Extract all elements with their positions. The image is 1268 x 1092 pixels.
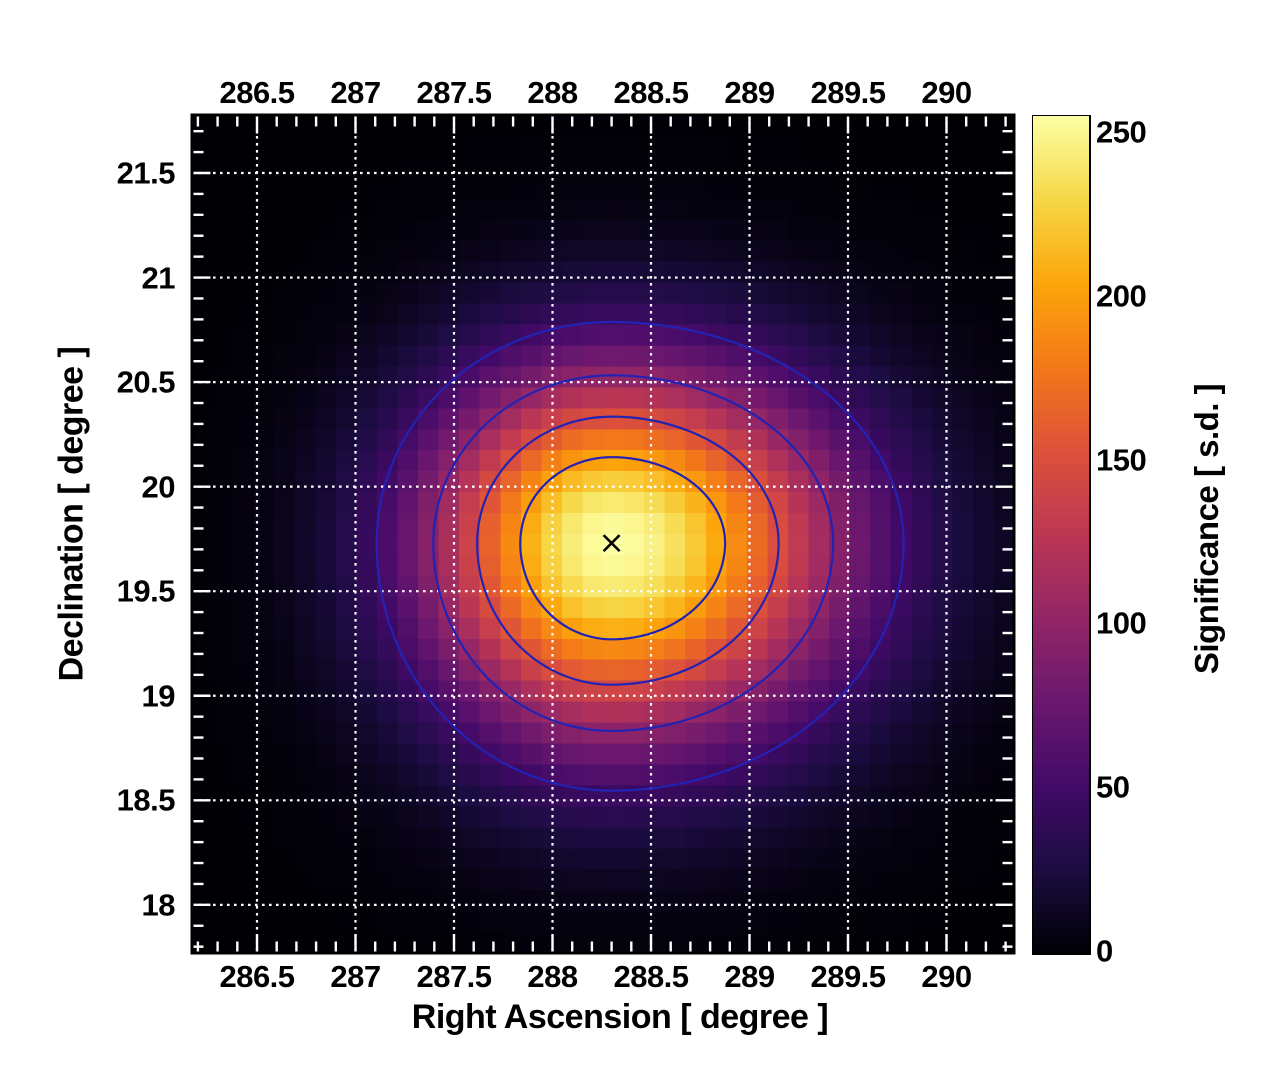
x-axis-top-tick-label: 288.5: [613, 75, 689, 110]
x-axis-bottom-tick-label: 288.5: [613, 959, 689, 994]
y-axis-tick-label: 20: [141, 469, 176, 505]
x-axis-top-tick-label: 290: [921, 75, 972, 110]
x-axis-bottom-tick-label: 289.5: [810, 959, 886, 994]
y-axis-tick-label: 19.5: [116, 573, 176, 609]
x-axis-top-tick-label: 288: [527, 75, 578, 110]
y-axis-title: Declination [ degree ]: [52, 346, 91, 682]
y-axis-tick-label: 18: [141, 887, 176, 923]
x-axis-bottom-tick-label: 290: [921, 959, 972, 994]
y-axis-tick-label: 20.5: [116, 364, 176, 400]
x-axis-top-tick-label: 286.5: [219, 75, 295, 110]
colorbar-tick-label: 150: [1096, 442, 1147, 478]
x-axis-bottom-tick-label: 289: [724, 959, 775, 994]
x-axis-top-tick-label: 287.5: [416, 75, 492, 110]
x-axis-bottom-tick-label: 287: [330, 959, 381, 994]
x-axis-bottom-tick-label: 286.5: [219, 959, 295, 994]
x-axis-bottom-tick-label: 287.5: [416, 959, 492, 994]
significance-heatmap: [192, 115, 1014, 953]
x-axis-top-tick-label: 289.5: [810, 75, 886, 110]
colorbar-gradient: [1032, 115, 1091, 955]
colorbar-tick-label: 250: [1096, 114, 1147, 150]
y-axis-tick-label: 18.5: [116, 782, 176, 818]
x-axis-top-tick-label: 289: [724, 75, 775, 110]
colorbar-tick-label: 50: [1096, 769, 1130, 805]
colorbar-tick-label: 200: [1096, 278, 1147, 314]
x-axis-bottom-tick-label: 288: [527, 959, 578, 994]
x-axis-top-tick-label: 287: [330, 75, 381, 110]
colorbar-tick-label: 100: [1096, 605, 1147, 641]
y-axis-tick-label: 19: [141, 678, 176, 714]
colorbar-title: Significance [ s.d. ]: [1188, 383, 1225, 675]
colorbar-tick-label: 0: [1096, 933, 1113, 969]
y-axis-tick-label: 21.5: [116, 155, 176, 191]
x-axis-title: Right Ascension [ degree ]: [411, 998, 829, 1036]
y-axis-tick-label: 21: [141, 260, 176, 296]
